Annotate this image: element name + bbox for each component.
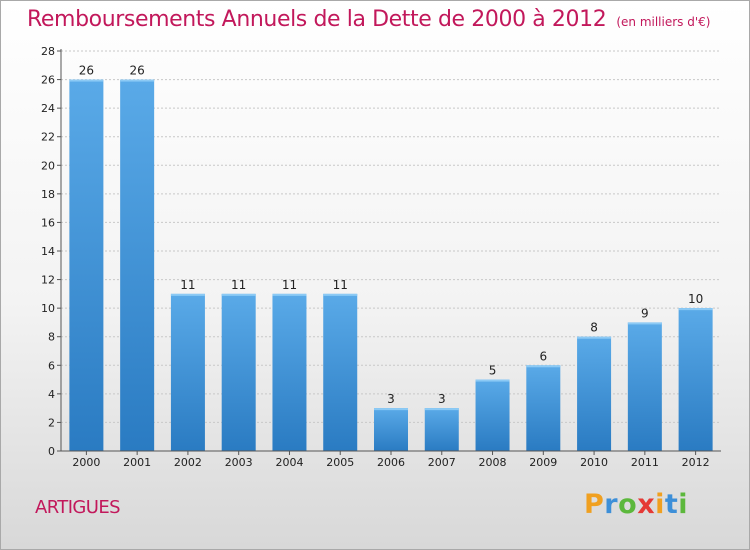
bar-highlight [69, 79, 104, 82]
y-tick-label: 4 [48, 388, 55, 401]
y-tick-label: 18 [41, 188, 55, 201]
x-tick-label: 2009 [529, 456, 557, 469]
y-tick-label: 26 [41, 74, 55, 87]
bar-value-label: 11 [231, 278, 246, 292]
bar [424, 408, 459, 451]
bar-value-label: 11 [333, 278, 348, 292]
bar-highlight [475, 379, 510, 382]
logo-letter: r [604, 489, 619, 520]
y-tick-label: 6 [48, 359, 55, 372]
bar-value-label: 11 [180, 278, 195, 292]
bar-highlight [678, 308, 713, 311]
bar-value-label: 26 [130, 64, 145, 78]
bar [577, 336, 612, 451]
proxiti-logo: Proxiti [584, 489, 688, 520]
x-tick-label: 2007 [428, 456, 456, 469]
bar-value-label: 3 [438, 392, 446, 406]
y-tick-label: 0 [48, 445, 55, 458]
grid-lines [61, 50, 721, 423]
chart-title: Remboursements Annuels de la Dette de 20… [27, 7, 710, 32]
y-tick-label: 14 [41, 245, 55, 258]
axes-group [57, 49, 721, 455]
bar [627, 322, 662, 451]
bar-highlight [170, 293, 205, 296]
logo-letter: P [584, 489, 605, 520]
logo-letter: i [678, 489, 689, 520]
y-tick-label: 10 [41, 302, 55, 315]
x-tick-label: 2002 [174, 456, 202, 469]
x-tick-label: 2012 [682, 456, 710, 469]
bar-value-label: 3 [387, 392, 395, 406]
y-tick-label: 28 [41, 45, 55, 58]
bar-value-label: 6 [539, 349, 547, 363]
x-tick-label: 2006 [377, 456, 405, 469]
bar [678, 308, 713, 451]
bar-value-label: 5 [489, 364, 497, 378]
bar-highlight [424, 408, 459, 411]
bar-value-label: 10 [688, 292, 703, 306]
bar-highlight [627, 322, 662, 325]
x-tick-label: 2010 [580, 456, 608, 469]
chart-title-text: Remboursements Annuels de la Dette de 20… [27, 7, 607, 32]
bar-value-label: 9 [641, 306, 649, 320]
logo-letter: o [618, 489, 638, 520]
bar [475, 379, 510, 451]
x-tick-label: 2001 [123, 456, 151, 469]
y-tick-label: 12 [41, 274, 55, 287]
y-tick-label: 16 [41, 216, 55, 229]
x-tick-label: 2004 [275, 456, 303, 469]
bar [170, 293, 205, 451]
bar-highlight [120, 79, 155, 82]
logo-letter: i [655, 489, 665, 520]
bar-value-label: 11 [282, 278, 297, 292]
bar-highlight [374, 408, 408, 411]
x-tick-label: 2005 [326, 456, 354, 469]
x-tick-label: 2003 [225, 456, 253, 469]
bar-highlight [577, 336, 612, 339]
y-tick-label: 2 [48, 416, 55, 429]
bar-highlight [272, 293, 307, 296]
y-tick-label: 22 [41, 131, 55, 144]
logo-letter: t [664, 489, 679, 520]
bar [323, 293, 358, 451]
bar-highlight [323, 293, 358, 296]
bar [221, 293, 256, 451]
bar [272, 293, 307, 451]
place-name: ARTIGUES [35, 497, 121, 518]
bar [374, 408, 408, 451]
x-tick-label: 2011 [631, 456, 659, 469]
bar [69, 79, 104, 452]
y-tick-label: 20 [41, 159, 55, 172]
x-tick-label: 2000 [72, 456, 100, 469]
y-tick-label: 8 [48, 331, 55, 344]
y-tick-label: 24 [41, 102, 55, 115]
bars-group [69, 79, 713, 452]
x-tick-label: 2008 [479, 456, 507, 469]
bar-highlight [221, 293, 256, 296]
bar [526, 365, 561, 451]
logo-letter: x [637, 489, 656, 520]
chart-subtitle: (en milliers d'€) [616, 15, 711, 29]
bar [120, 79, 155, 452]
bar-highlight [526, 365, 561, 368]
bar-value-label: 8 [590, 321, 598, 335]
bar-value-label: 26 [79, 64, 94, 78]
labels-group: 0246810121416182022242628262000262001112… [41, 45, 710, 469]
